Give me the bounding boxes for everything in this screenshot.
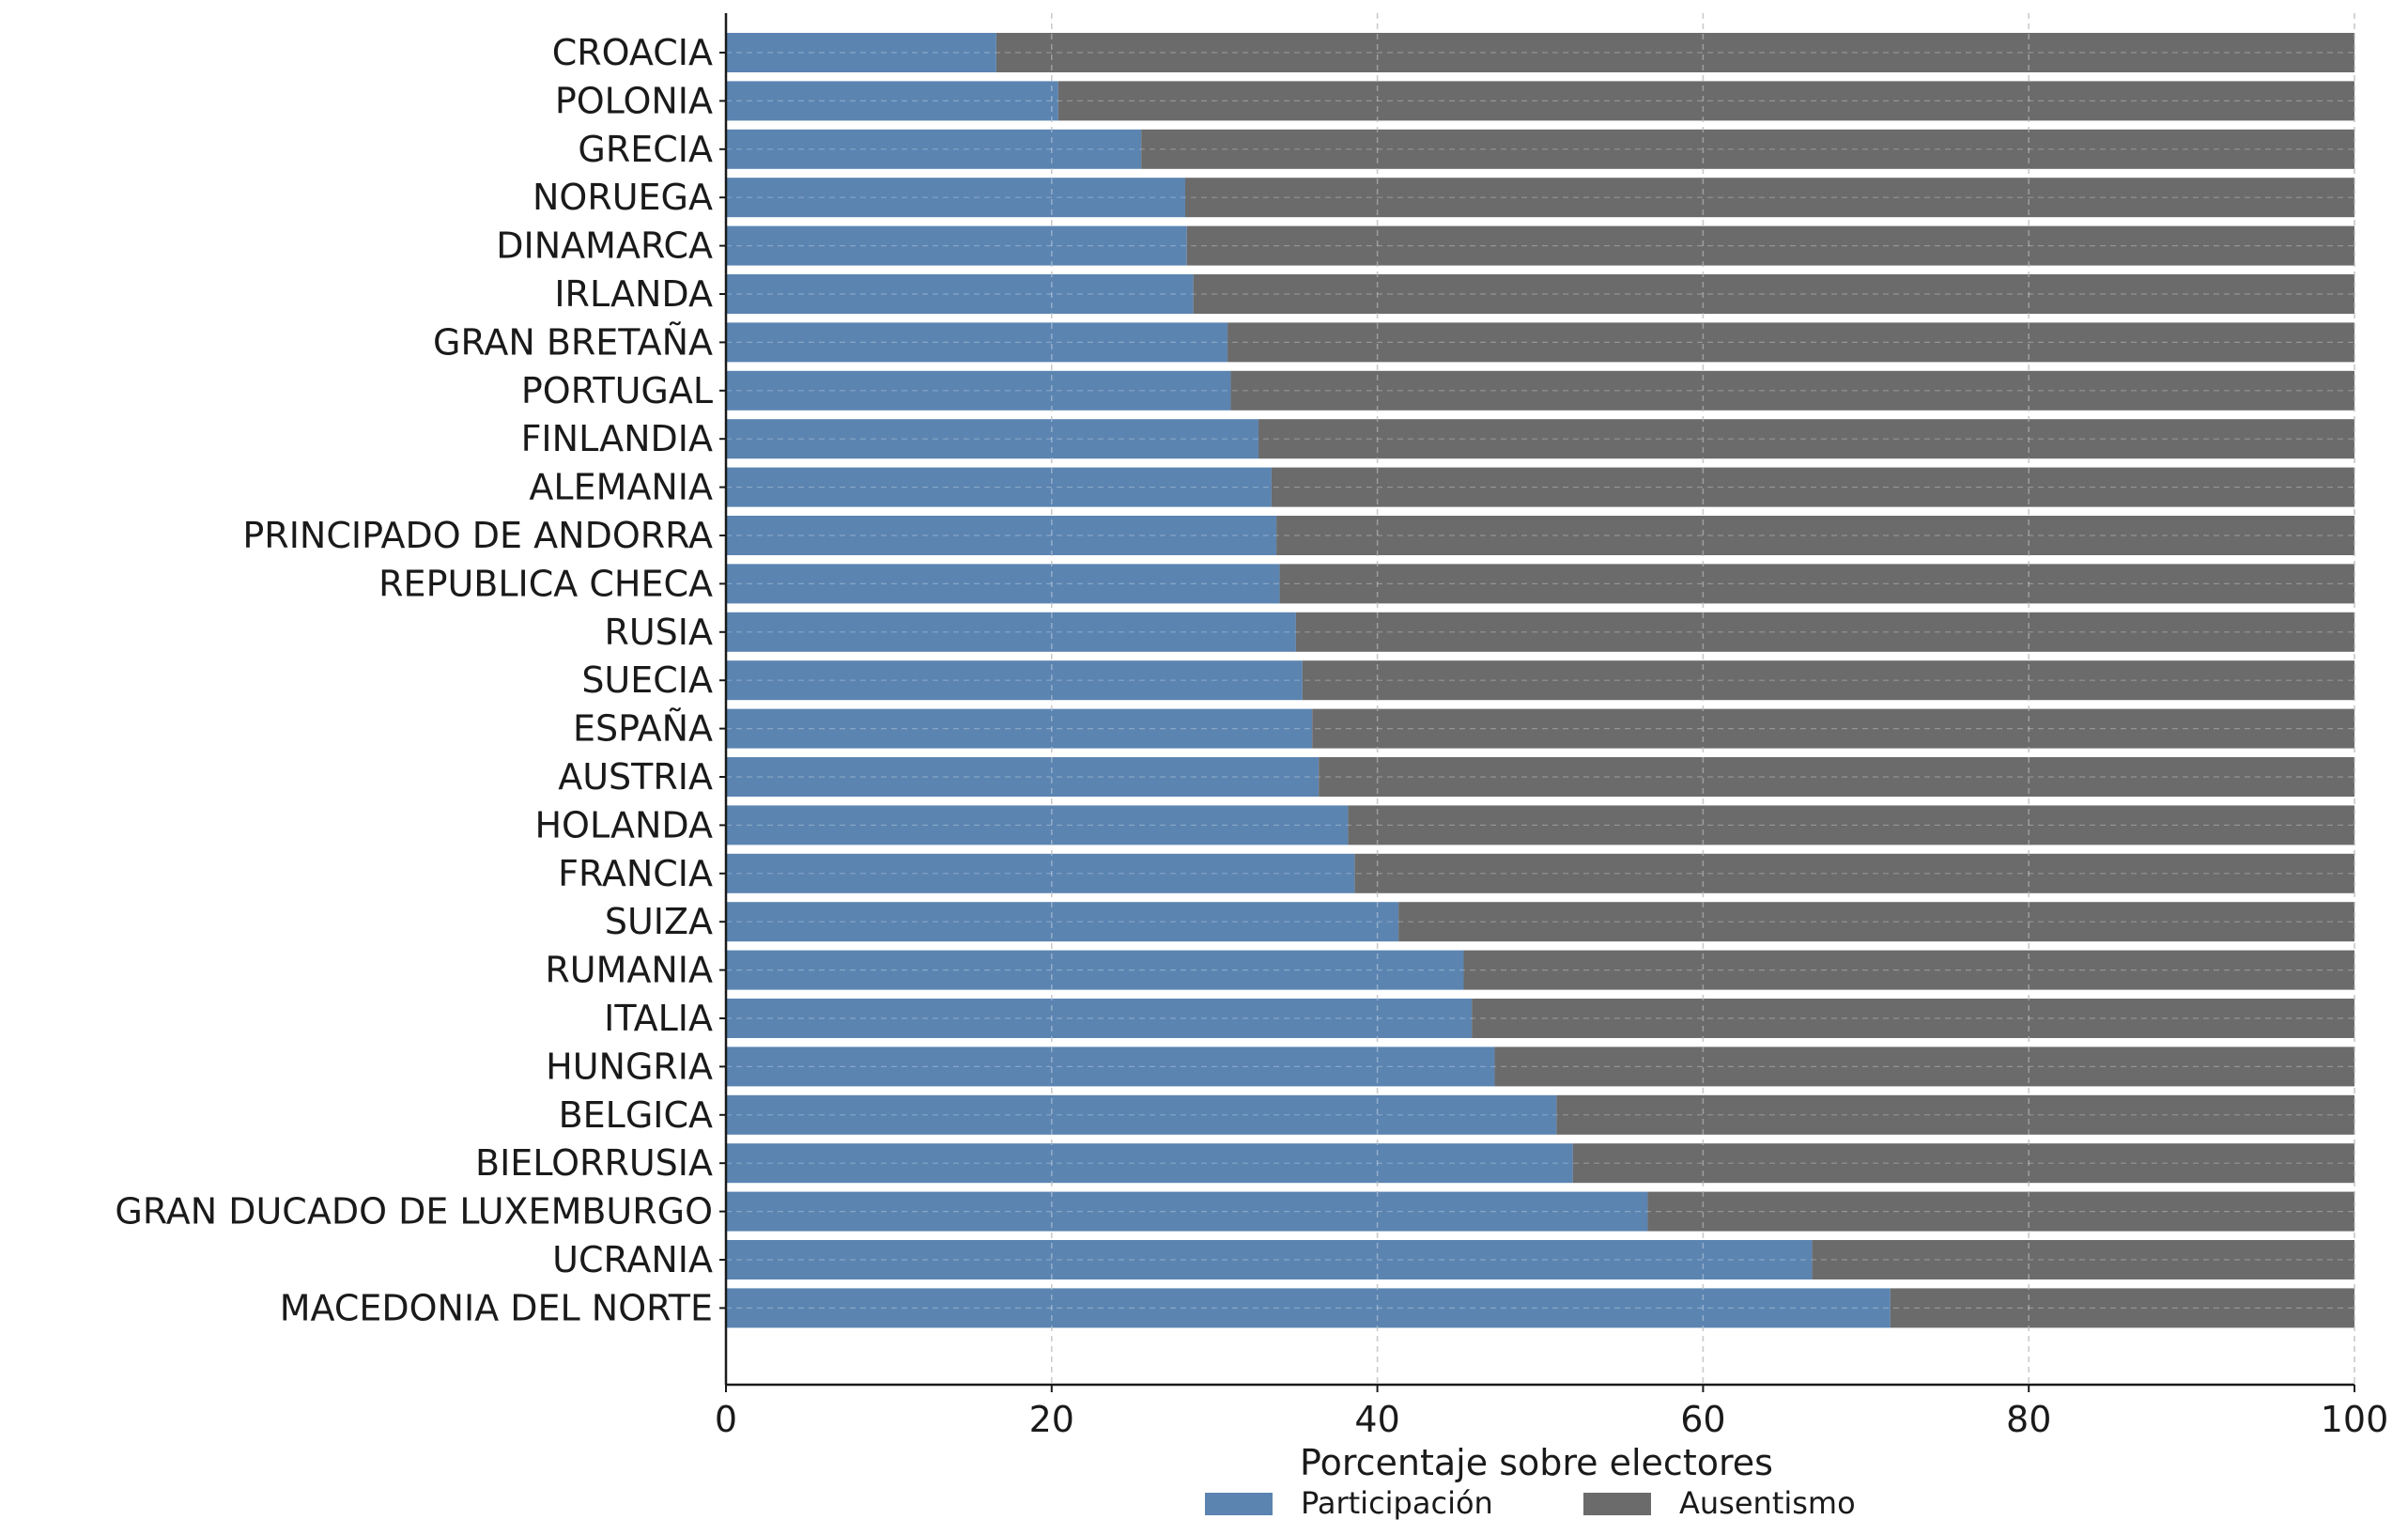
- bar-ausentismo: [1302, 660, 2354, 701]
- legend-label: Ausentismo: [1679, 1485, 1856, 1521]
- bar-participacion: [726, 660, 1303, 701]
- bar-ausentismo: [1348, 805, 2354, 845]
- y-tick-label: CROACIA: [552, 32, 713, 73]
- bar-ausentismo: [1812, 1240, 2354, 1279]
- x-tick-label: 20: [1029, 1399, 1074, 1440]
- bar-participacion: [726, 129, 1142, 169]
- y-tick-label: AUSTRIA: [558, 756, 713, 798]
- bar-participacion: [726, 33, 996, 72]
- grid-overlay: [726, 13, 2355, 1385]
- y-tick-label: ITALIA: [604, 998, 713, 1039]
- bar-ausentismo: [1193, 274, 2354, 314]
- y-tick-label: SUIZA: [605, 901, 713, 942]
- bar-participacion: [726, 564, 1280, 604]
- y-tick-label: NORUEGA: [533, 177, 713, 218]
- bar-participacion: [726, 467, 1272, 507]
- x-tick-label: 0: [715, 1399, 737, 1440]
- bar-ausentismo: [1230, 370, 2354, 411]
- bar-ausentismo: [996, 33, 2354, 72]
- bar-ausentismo: [1276, 516, 2354, 555]
- y-tick-label: UCRANIA: [552, 1239, 713, 1280]
- bar-participacion: [726, 1143, 1573, 1184]
- bar-participacion: [726, 322, 1228, 363]
- y-tick-label: ESPAÑA: [573, 708, 713, 750]
- x-tick-label: 40: [1354, 1399, 1399, 1440]
- bar-ausentismo: [1141, 129, 2354, 169]
- bar-ausentismo: [1494, 1047, 2354, 1087]
- bar-ausentismo: [1472, 999, 2354, 1038]
- bar-participacion: [726, 178, 1185, 218]
- legend: Participación Ausentismo: [1205, 1485, 1856, 1521]
- bar-ausentismo: [1184, 178, 2354, 218]
- bar-ausentismo: [1319, 757, 2354, 797]
- legend-label: Participación: [1301, 1485, 1493, 1521]
- bar-ausentismo: [1890, 1288, 2354, 1328]
- bar-participacion: [726, 1191, 1648, 1232]
- legend-swatch: [1205, 1493, 1273, 1515]
- x-tick-label: 100: [2321, 1399, 2389, 1440]
- bar-participacion: [726, 612, 1296, 652]
- bar-participacion: [726, 419, 1259, 459]
- bar-participacion: [726, 853, 1355, 893]
- bar-participacion: [726, 805, 1349, 845]
- bar-ausentismo: [1057, 81, 2354, 121]
- y-tick-label: BELGICA: [559, 1094, 713, 1136]
- bar-ausentismo: [1227, 322, 2354, 363]
- bar-participacion: [726, 274, 1194, 314]
- y-tick-label: GRECIA: [578, 129, 713, 170]
- bar-ausentismo: [1295, 612, 2354, 652]
- bar-ausentismo: [1463, 950, 2354, 990]
- x-tick-label: 60: [1680, 1399, 1725, 1440]
- bar-participacion: [726, 950, 1464, 990]
- bar-participacion: [726, 1288, 1891, 1328]
- y-tick-label: GRAN DUCADO DE LUXEMBURGO: [115, 1191, 713, 1233]
- y-tick-label: MACEDONIA DEL NORTE: [280, 1287, 713, 1328]
- bar-ausentismo: [1647, 1191, 2354, 1232]
- y-tick-label: RUSIA: [604, 612, 713, 653]
- bar-participacion: [726, 81, 1058, 121]
- y-tick-label: HOLANDA: [534, 804, 713, 845]
- bar-participacion: [726, 516, 1277, 555]
- y-tick-label: SUECIA: [581, 659, 713, 701]
- y-tick-label: HUNGRIA: [546, 1046, 713, 1087]
- bar-ausentismo: [1258, 419, 2354, 459]
- y-tick-label: GRAN BRETAÑA: [433, 321, 713, 363]
- axes: [719, 13, 2354, 1387]
- bar-participacion: [726, 902, 1399, 942]
- bar-ausentismo: [1354, 853, 2354, 893]
- bars: [726, 33, 2354, 1328]
- y-tick-label: BIELORRUSIA: [475, 1142, 713, 1184]
- bar-participacion: [726, 708, 1313, 749]
- bar-ausentismo: [1572, 1143, 2354, 1184]
- y-tick-label: DINAMARCA: [496, 225, 713, 267]
- bar-participacion: [726, 1047, 1495, 1087]
- y-tick-labels: CROACIA POLONIA GRECIA NORUEGA DINAMARCA IRLA…: [115, 32, 713, 1328]
- x-axis-title: Porcentaje sobre electores: [1300, 1442, 1773, 1483]
- y-tick-label: POLONIA: [555, 80, 713, 121]
- bar-participacion: [726, 999, 1473, 1038]
- bar-participacion: [726, 225, 1187, 266]
- y-tick-label: PORTUGAL: [521, 370, 713, 411]
- bar-ausentismo: [1556, 1094, 2354, 1135]
- y-tick-label: IRLANDA: [554, 273, 713, 315]
- y-tick-label: FINLANDIA: [521, 418, 713, 459]
- bar-participacion: [726, 1094, 1557, 1135]
- bar-ausentismo: [1186, 225, 2354, 266]
- bar-participacion: [726, 370, 1231, 411]
- bar-ausentismo: [1312, 708, 2354, 749]
- bar-ausentismo: [1398, 902, 2354, 942]
- bar-participacion: [726, 1240, 1813, 1279]
- y-tick-label: FRANCIA: [558, 853, 713, 894]
- bar-participacion: [726, 757, 1320, 797]
- legend-swatch: [1583, 1493, 1651, 1515]
- y-tick-label: PRINCIPADO DE ANDORRA: [242, 515, 713, 556]
- bar-ausentismo: [1279, 564, 2354, 604]
- x-tick-label: 80: [2006, 1399, 2051, 1440]
- bar-ausentismo: [1271, 467, 2354, 507]
- x-ticks: 0 20 40 60 80 100: [715, 1385, 2388, 1440]
- y-tick-label: REPUBLICA CHECA: [378, 563, 713, 604]
- y-tick-label: ALEMANIA: [529, 467, 713, 508]
- y-tick-label: RUMANIA: [545, 950, 713, 991]
